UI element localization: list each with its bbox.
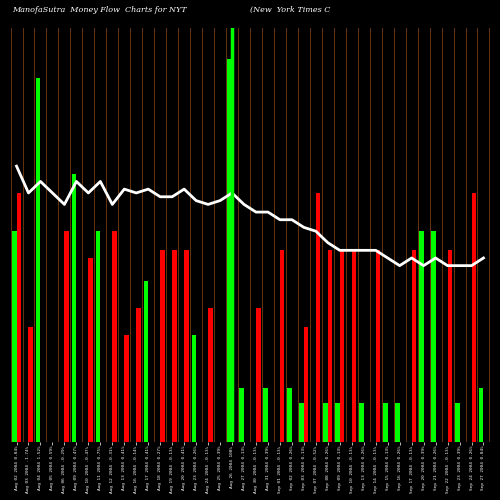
Bar (431, 231, 436, 442)
Bar (64, 231, 69, 442)
Bar (412, 250, 416, 442)
Bar (280, 250, 284, 442)
Bar (340, 250, 344, 442)
Bar (96, 231, 100, 442)
Bar (184, 250, 188, 442)
Bar (112, 231, 117, 442)
Text: ManofaSutra  Money Flow  Charts for NYT: ManofaSutra Money Flow Charts for NYT (12, 6, 186, 14)
Bar (160, 250, 165, 442)
Bar (376, 250, 380, 442)
Bar (383, 404, 388, 442)
Bar (12, 231, 16, 442)
Bar (335, 404, 340, 442)
Bar (208, 308, 212, 442)
Bar (88, 258, 93, 442)
Bar (240, 388, 244, 442)
Bar (72, 174, 76, 442)
Bar (328, 250, 332, 442)
Bar (124, 334, 129, 442)
Bar (352, 250, 356, 442)
Bar (455, 404, 460, 442)
Bar (28, 327, 33, 442)
Bar (144, 281, 148, 442)
Bar (324, 404, 328, 442)
Bar (472, 193, 476, 442)
Bar (192, 334, 196, 442)
Bar (136, 308, 141, 442)
Bar (316, 193, 320, 442)
Bar (300, 404, 304, 442)
Bar (256, 308, 260, 442)
Bar (419, 231, 424, 442)
Bar (359, 404, 364, 442)
Bar (448, 250, 452, 442)
Bar (264, 388, 268, 442)
Bar (288, 388, 292, 442)
Bar (304, 327, 308, 442)
Bar (395, 404, 400, 442)
Bar (172, 250, 176, 442)
Text: (New  York Times C: (New York Times C (250, 6, 330, 14)
Bar (16, 193, 21, 442)
Bar (479, 388, 484, 442)
Bar (228, 59, 232, 442)
Bar (36, 78, 40, 442)
